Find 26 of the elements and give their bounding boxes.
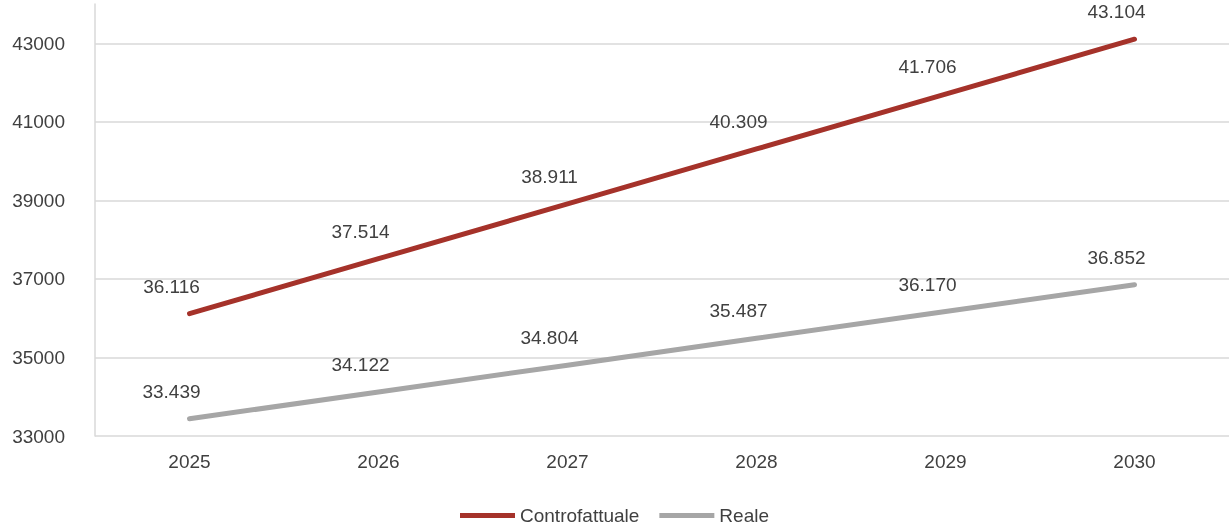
data-label: 35.487 [709,300,768,322]
data-label: 33.439 [142,380,201,402]
data-label: 40.309 [709,110,768,132]
y-tick-label: 33000 [12,425,65,447]
x-tick-label: 2029 [924,451,967,472]
x-tick-label: 2027 [546,451,589,472]
legend-label: Reale [719,505,770,526]
data-label: 36.116 [143,275,200,297]
data-label: 41.706 [898,56,957,78]
data-label: 43.104 [1087,1,1146,23]
x-tick-label: 2028 [735,451,778,472]
data-label: 36.170 [898,273,957,295]
x-tick-label: 2030 [1113,451,1156,472]
y-tick-label: 43000 [12,32,65,54]
data-label: 36.852 [1087,246,1146,268]
legend-label: Controfattuale [520,505,640,526]
y-tick-label: 41000 [12,111,65,133]
y-tick-label: 35000 [12,346,65,368]
data-label: 37.514 [331,220,390,242]
data-label: 34.804 [520,327,579,349]
y-tick-label: 39000 [12,189,65,211]
data-label: 38.911 [521,165,578,187]
x-tick-label: 2026 [357,451,400,472]
data-label: 34.122 [331,353,390,375]
y-tick-label: 37000 [12,268,65,290]
x-tick-label: 2025 [168,451,211,472]
